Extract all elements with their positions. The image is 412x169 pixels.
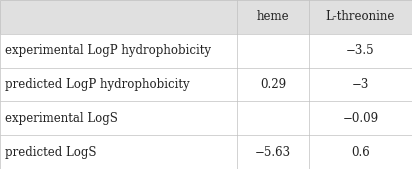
Bar bbox=[0, 34, 237, 68]
Text: predicted LogS: predicted LogS bbox=[5, 146, 96, 159]
Text: −3.5: −3.5 bbox=[346, 44, 375, 57]
Text: heme: heme bbox=[257, 10, 289, 23]
Bar bbox=[309, 135, 412, 169]
Text: experimental LogP hydrophobicity: experimental LogP hydrophobicity bbox=[5, 44, 211, 57]
Bar bbox=[309, 68, 412, 101]
Bar bbox=[237, 68, 309, 101]
Text: 0.29: 0.29 bbox=[260, 78, 286, 91]
Text: 0.6: 0.6 bbox=[351, 146, 370, 159]
Bar bbox=[309, 0, 412, 34]
Bar bbox=[237, 101, 309, 135]
Bar bbox=[0, 135, 237, 169]
Bar bbox=[237, 0, 309, 34]
Bar bbox=[237, 135, 309, 169]
Text: −5.63: −5.63 bbox=[255, 146, 291, 159]
Bar bbox=[0, 0, 237, 34]
Bar bbox=[309, 34, 412, 68]
Text: −3: −3 bbox=[352, 78, 369, 91]
Bar bbox=[237, 34, 309, 68]
Text: predicted LogP hydrophobicity: predicted LogP hydrophobicity bbox=[5, 78, 190, 91]
Text: L-threonine: L-threonine bbox=[326, 10, 395, 23]
Bar bbox=[0, 101, 237, 135]
Bar bbox=[309, 101, 412, 135]
Text: experimental LogS: experimental LogS bbox=[5, 112, 118, 125]
Bar bbox=[0, 68, 237, 101]
Text: −0.09: −0.09 bbox=[342, 112, 379, 125]
